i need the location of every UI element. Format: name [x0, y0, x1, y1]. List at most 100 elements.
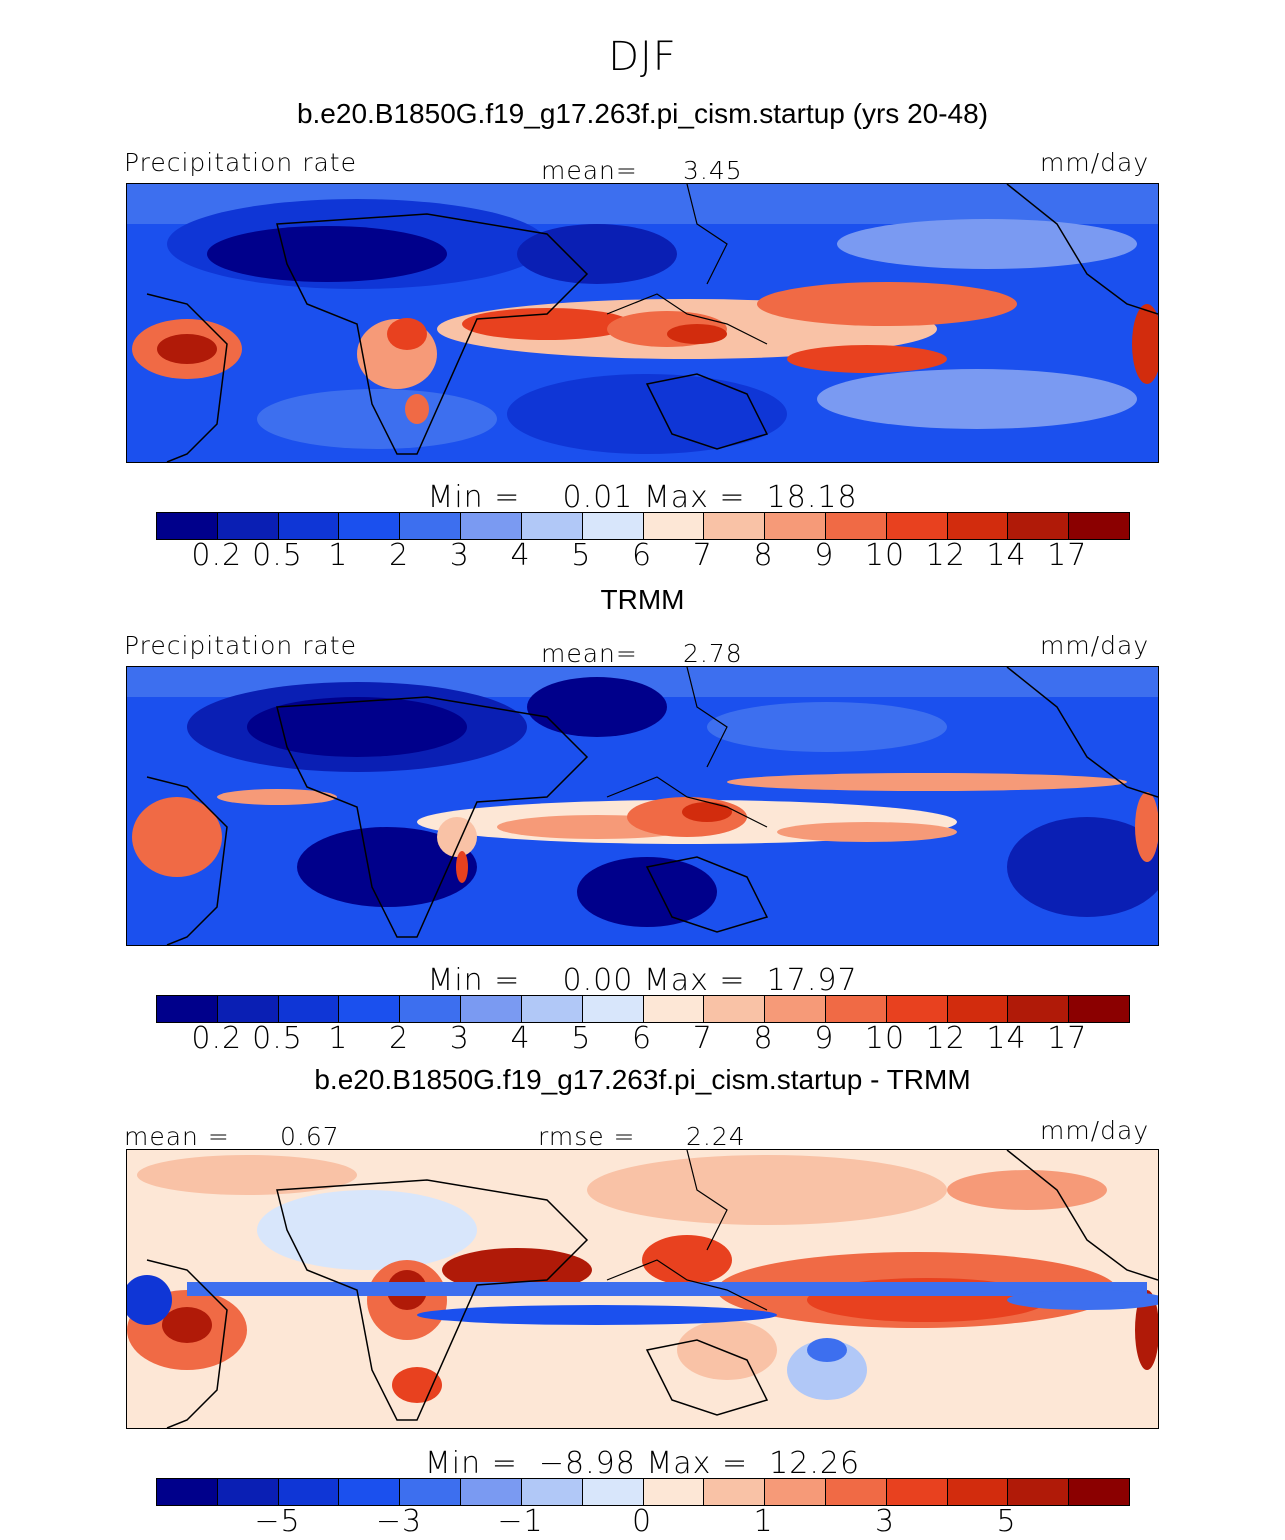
colorbar-box [643, 996, 705, 1022]
colorbar-box [461, 1479, 522, 1505]
rmse-value: 2.24 [686, 1122, 746, 1151]
colorbar-tick-label: 0.5 [252, 538, 303, 573]
colorbar-box [339, 513, 401, 539]
colorbar-tick-label: 1 [328, 1021, 349, 1056]
colorbar-box [1008, 1479, 1070, 1505]
max-label: Max = [646, 1446, 749, 1481]
colorbar-box [400, 513, 462, 539]
min-label: Min = [427, 963, 521, 998]
min-value: 0.01 [562, 480, 634, 515]
colorbar-box [157, 1479, 218, 1505]
model-precip-field [127, 184, 1158, 462]
rmse-label: rmse = [538, 1122, 636, 1151]
colorbar-tick-label: 7 [692, 1021, 713, 1056]
max-value: 17.97 [766, 963, 858, 998]
colorbar-box [704, 996, 766, 1022]
season-title: DJF [608, 34, 677, 80]
colorbar-box [278, 513, 340, 539]
max-value: 12.26 [769, 1446, 861, 1481]
colorbar-box [825, 1479, 887, 1505]
max-label: Max = [643, 963, 746, 998]
panel-title-diff: b.e20.B1850G.f19_g17.263f.pi_cism.startu… [314, 1064, 971, 1095]
colorbar-tick-label: 2 [388, 1021, 410, 1056]
min-label: Min = [424, 1446, 518, 1481]
colorbar-box [157, 996, 218, 1022]
colorbar-tick-label: 7 [692, 538, 713, 573]
colorbar-tick-label: −5 [254, 1504, 301, 1539]
colorbar-tick-label: 4 [510, 1021, 531, 1056]
colorbar-box [521, 996, 583, 1022]
colorbar-ticks-diff: −5 −3 −1 0 1 3 5 [0, 1504, 1285, 1540]
colorbar-box [461, 513, 522, 539]
colorbar-tick-label: 5 [571, 1021, 592, 1056]
colorbar-box [582, 1479, 644, 1505]
variable-label: Precipitation rate [124, 631, 357, 660]
variable-label: Precipitation rate [124, 148, 357, 177]
panel-title-obs: TRMM [600, 584, 685, 615]
diff-precip-field [127, 1150, 1158, 1428]
colorbar-box [217, 513, 279, 539]
colorbar-tick-label: 3 [874, 1504, 896, 1539]
colorbar-box [521, 1479, 583, 1505]
colorbar-model [156, 512, 1130, 540]
units-label: mm/day [1040, 1116, 1150, 1145]
colorbar-ticks-model: 0.2 0.5 1 2 3 4 5 6 7 8 9 10 12 14 17 [0, 538, 1285, 578]
colorbar-box [1069, 513, 1129, 539]
colorbar-tick-label: 3 [449, 538, 470, 573]
colorbar-box [1008, 513, 1070, 539]
colorbar-box [400, 996, 462, 1022]
colorbar-box [157, 513, 218, 539]
colorbar-box [400, 1479, 462, 1505]
colorbar-tick-label: 2 [388, 538, 410, 573]
mean-value: 2.78 [683, 639, 743, 668]
colorbar-box [1069, 1479, 1129, 1505]
obs-precip-map [126, 666, 1159, 946]
colorbar-tick-label: 1 [753, 1504, 774, 1539]
colorbar-tick-label: 17 [1047, 538, 1088, 573]
colorbar-tick-label: 8 [753, 538, 774, 573]
colorbar-tick-label: −1 [497, 1504, 544, 1539]
diff-precip-map [126, 1149, 1159, 1429]
colorbar-tick-label: 14 [986, 1021, 1027, 1056]
colorbar-box [1008, 996, 1070, 1022]
colorbar-tick-label: 6 [631, 538, 653, 573]
colorbar-tick-label: 0.2 [191, 538, 243, 573]
units-label: mm/day [1040, 148, 1150, 177]
colorbar-tick-label: 10 [864, 538, 906, 573]
colorbar-box [278, 996, 340, 1022]
colorbar-tick-label: 9 [814, 1021, 835, 1056]
colorbar-box [947, 996, 1009, 1022]
colorbar-box [704, 513, 766, 539]
colorbar-box [1069, 996, 1129, 1022]
min-max-readout-diff: Min = −8.98 Max = 12.26 [0, 1446, 1285, 1481]
min-value: 0.00 [562, 963, 634, 998]
mean-label: mean= [541, 639, 638, 668]
colorbar-tick-label: 0 [631, 1504, 653, 1539]
colorbar-box [217, 1479, 279, 1505]
colorbar-box [886, 513, 948, 539]
colorbar-tick-label: 4 [510, 538, 531, 573]
colorbar-box [339, 1479, 401, 1505]
colorbar-tick-label: 6 [631, 1021, 653, 1056]
colorbar-tick-label: 1 [328, 538, 349, 573]
colorbar-tick-label: 12 [925, 1021, 966, 1056]
mean-value: 3.45 [683, 156, 743, 185]
colorbar-box [947, 1479, 1009, 1505]
panel-title-model: b.e20.B1850G.f19_g17.263f.pi_cism.startu… [296, 98, 989, 129]
min-max-readout-model: Min = 0.01 Max = 18.18 [0, 480, 1285, 515]
colorbar-box [886, 1479, 948, 1505]
colorbar-box [947, 513, 1009, 539]
colorbar-tick-label: 10 [864, 1021, 906, 1056]
colorbar-box [582, 996, 644, 1022]
colorbar-box [217, 996, 279, 1022]
colorbar-tick-label: 3 [449, 1021, 470, 1056]
colorbar-box [765, 996, 826, 1022]
colorbar-box [278, 1479, 340, 1505]
colorbar-box [521, 513, 583, 539]
colorbar-tick-label: 14 [986, 538, 1027, 573]
colorbar-box [339, 996, 401, 1022]
colorbar-tick-label: 0.2 [191, 1021, 243, 1056]
colorbar-box [643, 513, 705, 539]
max-label: Max = [643, 480, 746, 515]
obs-precip-field [127, 667, 1158, 945]
